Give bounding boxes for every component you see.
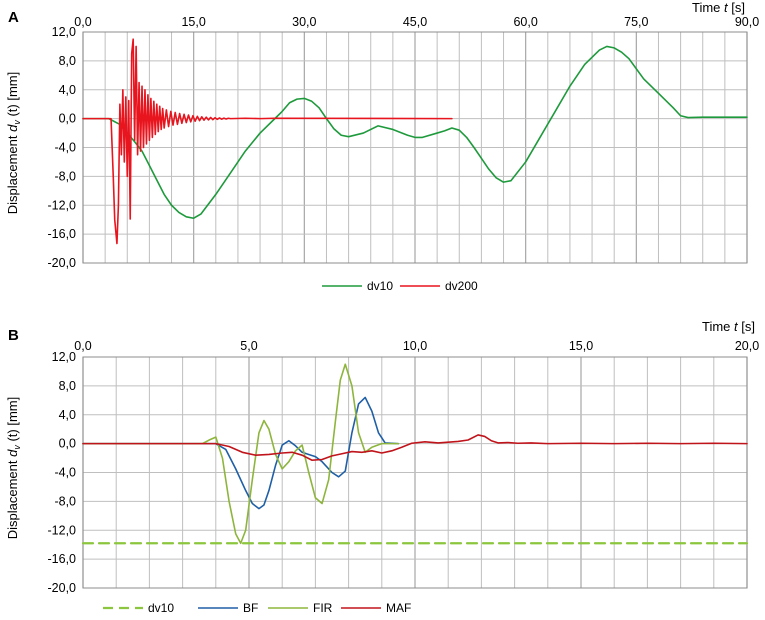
x-tick-label: 45,0 [403, 15, 427, 29]
panel-b-x-axis-title: Time t [s] [702, 319, 755, 334]
x-tick-label: 60,0 [513, 15, 537, 29]
y-tick-label: -20,0 [48, 256, 77, 270]
y-tick-label: -12,0 [48, 523, 77, 537]
y-tick-label: -8,0 [54, 494, 76, 508]
series-line-dv10 [82, 45, 748, 220]
legend-label-fir: FIR [313, 601, 333, 615]
series-line-bf [82, 396, 400, 510]
panel-a: A Time t [s] Displacement dv (t) [mm] 0,… [5, 0, 759, 293]
legend-label-dv10: dv10 [367, 279, 393, 293]
panel-b-tick-labels: 0,0 5,0 10,0 15,0 20,0 12,0 8,0 4,0 0,0 -4,0 -8,0 -… [48, 339, 760, 595]
panel-b-legend: dv10 BF FIR MAF [103, 601, 411, 615]
panel-b-grid [82, 356, 748, 589]
y-tick-label: 0,0 [59, 112, 76, 126]
legend-label-bf: BF [243, 601, 258, 615]
panel-a-y-axis-title: Displacement dv (t) [mm] [5, 72, 22, 215]
series-line-fir [82, 363, 400, 545]
y-tick-label: -16,0 [48, 227, 77, 241]
panel-a-grid [82, 31, 748, 264]
y-tick-label: 8,0 [59, 54, 76, 68]
x-tick-label: 90,0 [735, 15, 759, 29]
x-tick-label: 15,0 [569, 339, 593, 353]
y-tick-label: -20,0 [48, 581, 77, 595]
legend-label-dv200: dv200 [445, 279, 478, 293]
y-tick-label: -16,0 [48, 552, 77, 566]
series-line-dv200 [82, 38, 453, 245]
series-line-maf [82, 434, 748, 462]
plot-frame [82, 31, 748, 264]
panel-b-series [81, 363, 749, 545]
x-tick-label: 0,0 [74, 15, 91, 29]
y-tick-label: 0,0 [59, 437, 76, 451]
panel-b: B Time t [s] Displacement dv (t) [mm] 0,… [5, 319, 759, 615]
panel-a-tick-labels: 0,0 15,0 30,0 45,0 60,0 75,0 90,0 12,0 8,0 4,0 0,0… [48, 15, 760, 270]
y-tick-label: 12,0 [52, 350, 76, 364]
panel-b-y-axis-title: Displacement dv (t) [mm] [5, 397, 22, 540]
y-tick-label: 4,0 [59, 83, 76, 97]
panel-a-legend: dv10 dv200 [322, 279, 478, 293]
panel-b-label: B [8, 327, 19, 344]
panel-a-series [82, 38, 748, 245]
y-tick-label: 12,0 [52, 25, 76, 39]
legend-label-maf: MAF [386, 601, 411, 615]
x-tick-label: 75,0 [624, 15, 648, 29]
y-tick-label: -8,0 [54, 169, 76, 183]
y-tick-label: 8,0 [59, 379, 76, 393]
y-tick-label: -12,0 [48, 198, 77, 212]
y-tick-label: -4,0 [54, 466, 76, 480]
x-tick-label: 15,0 [181, 15, 205, 29]
x-tick-label: 20,0 [735, 339, 759, 353]
panel-a-label: A [8, 9, 19, 26]
plot-frame [82, 356, 748, 589]
legend-label-dv10: dv10 [148, 601, 174, 615]
y-tick-label: -4,0 [54, 141, 76, 155]
x-tick-label: 10,0 [403, 339, 427, 353]
x-tick-label: 0,0 [74, 339, 91, 353]
x-tick-label: 30,0 [292, 15, 316, 29]
y-tick-label: 4,0 [59, 408, 76, 422]
x-tick-label: 5,0 [240, 339, 257, 353]
panel-a-x-axis-title: Time t [s] [692, 0, 745, 15]
